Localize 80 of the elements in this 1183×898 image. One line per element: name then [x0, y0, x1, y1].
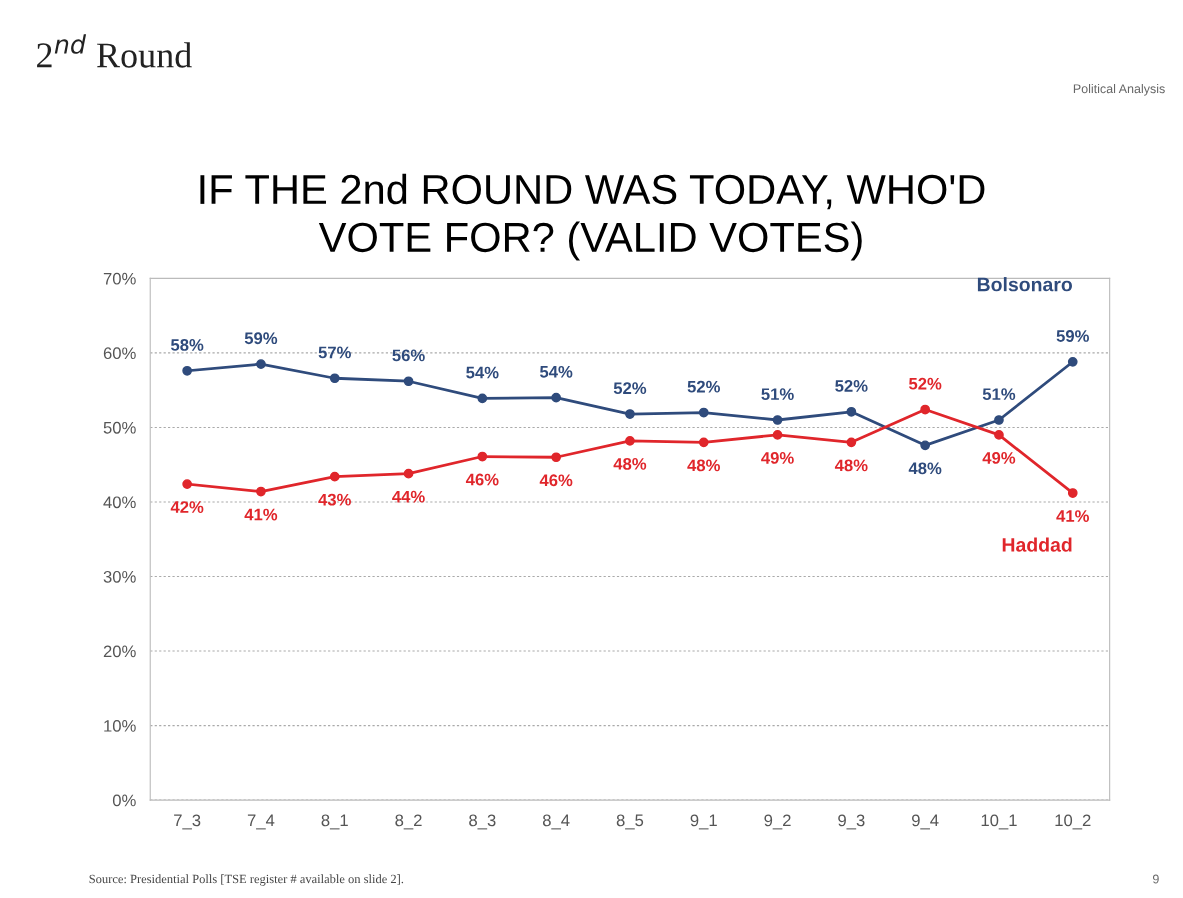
point — [182, 479, 193, 489]
text: 2$^{nd}$ Round — [37, 34, 192, 68]
data-label: 48% — [908, 462, 942, 475]
x-tick-label: 8_4 — [542, 814, 570, 830]
text: Bolsonaro — [977, 277, 1072, 292]
point — [403, 468, 414, 479]
point — [846, 437, 857, 448]
data-label: 41% — [244, 508, 278, 521]
data-label: 56% — [392, 349, 425, 362]
data-label: 52% — [835, 380, 868, 392]
x-tick-label: 9_3 — [838, 814, 865, 830]
point — [1067, 356, 1078, 367]
data-label: 54% — [466, 366, 499, 379]
x-tick-label: 7_3 — [174, 814, 201, 830]
data-label: 48% — [834, 459, 868, 472]
point — [329, 471, 340, 482]
data-label: 52% — [687, 380, 720, 393]
point — [772, 430, 783, 440]
y-tick-label: 50% — [103, 421, 136, 434]
x-tick-label: 8_3 — [469, 814, 496, 830]
x-tick-label: 7_4 — [247, 814, 275, 830]
y-tick-label: 0% — [112, 794, 136, 807]
point — [920, 404, 931, 415]
data-label: 51% — [982, 388, 1016, 401]
x-tick-label: 9_2 — [764, 814, 791, 830]
point — [477, 393, 488, 404]
data-label: 43% — [318, 493, 351, 506]
x-tick-label: 10_1 — [981, 814, 1017, 830]
data-label: 41% — [1056, 510, 1089, 522]
point — [846, 406, 857, 417]
data-label: 52% — [908, 377, 942, 390]
x-tick-label: 8_2 — [395, 814, 422, 830]
data-label: 49% — [761, 452, 794, 464]
data-label: 58% — [170, 339, 204, 351]
point — [994, 415, 1004, 425]
x-tick-label: 9_4 — [912, 814, 939, 830]
point — [994, 430, 1004, 440]
y-tick-label: 60% — [103, 347, 136, 360]
point — [920, 440, 931, 451]
point — [256, 359, 266, 369]
data-label: 48% — [613, 457, 647, 470]
chart-title: IF THE 2nd ROUND WAS TODAY, WHO'D VOTE FOR? (VALID VOTES) — [200, 173, 985, 261]
data-label: 48% — [687, 459, 720, 472]
point — [551, 392, 562, 403]
source-note: Source: Presidential Polls [TSE register # available on slide 2]. — [89, 874, 404, 886]
data-label: 59% — [244, 332, 278, 345]
point — [477, 451, 488, 462]
data-label: 59% — [1056, 330, 1089, 342]
point — [625, 436, 635, 446]
y-tick-label: 10% — [104, 719, 136, 732]
point — [551, 452, 562, 463]
point — [256, 486, 266, 497]
text: Political Analysis — [1073, 83, 1165, 96]
data-label: 46% — [465, 473, 499, 486]
text: Haddad — [1002, 537, 1072, 552]
point — [182, 365, 193, 376]
y-tick-label: 70% — [103, 272, 136, 285]
y-tick-label: 40% — [103, 496, 136, 509]
point — [698, 407, 709, 418]
data-label: 57% — [318, 346, 351, 359]
data-label: 54% — [539, 365, 573, 378]
point — [698, 437, 709, 448]
data-label: 42% — [170, 501, 204, 513]
data-label: 52% — [613, 382, 647, 395]
point — [625, 409, 635, 419]
point — [329, 373, 340, 384]
x-tick-label: 10_2 — [1055, 814, 1091, 830]
data-label: 44% — [392, 490, 425, 503]
x-tick-label: 8_1 — [321, 814, 348, 830]
point — [403, 376, 414, 387]
data-label: 46% — [539, 474, 573, 487]
point — [772, 415, 783, 425]
x-tick-label: 9_1 — [690, 814, 717, 830]
point — [1067, 488, 1078, 498]
y-tick-label: 20% — [103, 645, 136, 658]
data-label: 49% — [982, 452, 1016, 464]
text: 9 — [1152, 874, 1159, 884]
x-tick-label: 8_5 — [616, 814, 644, 830]
data-label: 51% — [761, 388, 794, 401]
y-tick-label: 30% — [103, 570, 136, 583]
